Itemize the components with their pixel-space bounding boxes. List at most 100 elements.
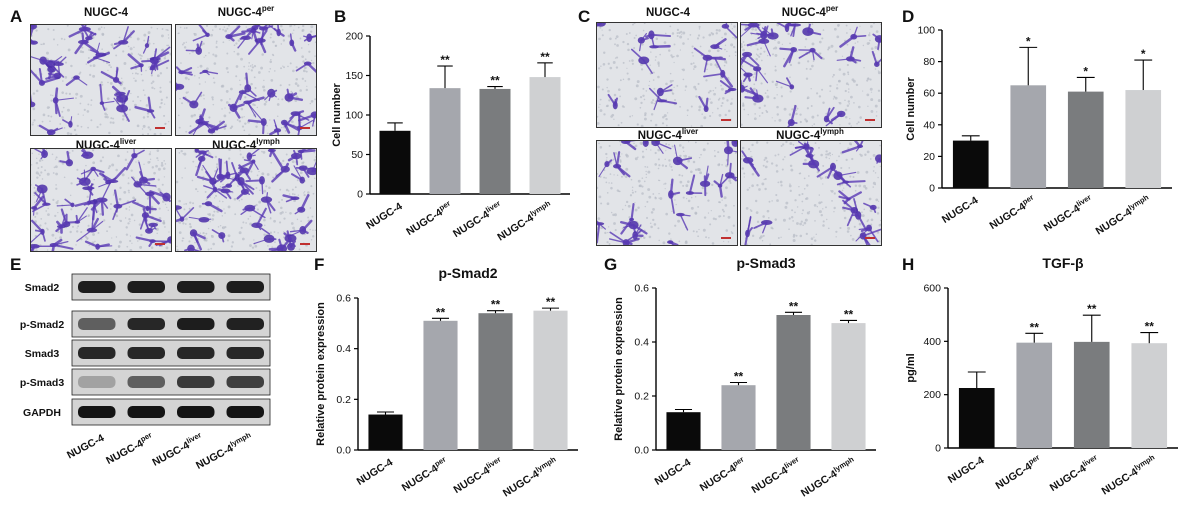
x-tick-label: NUGC-4	[364, 200, 405, 232]
x-tick-label: NUGC-4liver	[1041, 193, 1096, 234]
x-tick-label: NUGC-4per	[992, 453, 1044, 492]
y-tick-label: 400	[923, 336, 941, 348]
bar	[529, 77, 561, 194]
x-tick-label: NUGC-4	[653, 456, 694, 488]
x-tick-label: NUGC-4	[940, 194, 981, 226]
blot-band	[177, 281, 215, 293]
bar	[666, 412, 701, 450]
bar	[1131, 343, 1168, 448]
bar	[721, 385, 756, 450]
blot-band	[127, 281, 165, 293]
blot-band	[78, 347, 116, 359]
bar	[423, 320, 458, 450]
micrograph-caption-c3: NUGC-4liver	[637, 127, 699, 142]
significance-marker: *	[1026, 34, 1031, 48]
x-tick-label: NUGC-4lymph	[798, 454, 859, 499]
micrograph-texture	[741, 23, 881, 127]
bar	[379, 130, 411, 194]
micrograph-caption-c4: NUGC-4lymph	[776, 127, 844, 142]
blot-lane-label: NUGC-4	[65, 432, 106, 462]
western-blot-panel: Smad2p-Smad2Smad3p-Smad3GAPDHNUGC-4NUGC-…	[20, 273, 271, 472]
y-tick-label: 100	[345, 110, 363, 122]
y-axis-label: Relative protein expression	[315, 302, 327, 446]
panel-letter-c: C	[578, 7, 591, 26]
panel-letter-g: G	[604, 255, 618, 274]
y-axis-label: pg/ml	[905, 353, 917, 382]
chart-g-p-smad3: p-Smad3 0.0 0.2 0.4 0.6 Relative protein expr…	[613, 258, 876, 500]
blot-band	[177, 347, 215, 359]
chart-title: p-Smad2	[438, 265, 497, 281]
significance-marker: **	[844, 307, 854, 321]
bar	[776, 315, 811, 450]
micrograph-a1	[30, 24, 172, 136]
significance-marker: **	[491, 298, 501, 312]
chart-title: TGF-β	[1042, 258, 1084, 271]
micrograph-texture	[31, 149, 171, 251]
blot-row-label: Smad2	[25, 282, 60, 294]
y-tick-label: 0.2	[634, 391, 649, 403]
y-tick-label: 200	[345, 31, 363, 43]
blot-lane-label: NUGC-4lymph	[193, 430, 255, 472]
y-axis-label: Relative protein expression	[613, 297, 625, 441]
bar	[1073, 341, 1110, 448]
blot-row-label: p-Smad3	[20, 377, 65, 389]
blot-band	[127, 318, 165, 330]
blot-band	[78, 376, 116, 388]
micrograph-caption-a2: NUGC-4per	[217, 4, 275, 19]
x-tick-label: NUGC-4lymph	[500, 454, 561, 499]
y-axis-label: Cell number	[331, 83, 343, 147]
panel-letter-a: A	[10, 7, 23, 26]
micrograph-texture	[176, 25, 316, 135]
blot-band	[78, 318, 116, 330]
bar	[1010, 85, 1047, 188]
panel-letter-h: H	[902, 255, 915, 274]
blot-band	[78, 281, 116, 293]
significance-marker: **	[734, 370, 744, 384]
micrograph-c3	[596, 140, 738, 246]
blot-band	[177, 318, 215, 330]
bar	[429, 88, 461, 194]
blot-row-label: p-Smad2	[20, 319, 65, 331]
chart-h-tgf-beta: TGF-β 0 200 400 600 pg/ml NUGC-4 ** NUGC-4per ** N…	[905, 258, 1178, 498]
y-tick-label: 80	[923, 56, 935, 68]
blot-band	[127, 376, 165, 388]
blot-band	[127, 406, 165, 418]
y-tick-label: 60	[923, 88, 935, 100]
x-tick-label: NUGC-4	[355, 456, 396, 488]
micrograph-texture	[597, 23, 737, 127]
x-tick-label: NUGC-4	[946, 454, 987, 486]
blot-band	[78, 406, 116, 418]
blot-band	[177, 406, 215, 418]
y-tick-label: 150	[345, 70, 363, 82]
y-tick-label: 0.6	[634, 283, 649, 295]
y-tick-label: 600	[923, 283, 941, 295]
panel-letter-f: F	[314, 255, 325, 274]
y-tick-label: 0	[935, 443, 941, 455]
x-tick-label: NUGC-4lymph	[1093, 192, 1154, 237]
significance-marker: **	[546, 295, 556, 309]
blot-band	[226, 347, 264, 359]
blot-band	[226, 318, 264, 330]
y-tick-label: 0.4	[336, 343, 351, 355]
micrograph-c1	[596, 22, 738, 128]
micrograph-caption-c2: NUGC-4per	[781, 4, 839, 19]
bar	[1016, 342, 1053, 448]
significance-marker: **	[540, 50, 550, 64]
blot-band	[226, 376, 264, 388]
x-tick-label: NUGC-4per	[697, 455, 749, 494]
significance-marker: **	[490, 74, 500, 88]
blot-band	[226, 281, 264, 293]
bar	[1067, 91, 1104, 188]
blot-band	[127, 347, 165, 359]
x-tick-label: NUGC-4lymph	[1099, 452, 1160, 497]
panel-letter-b: B	[334, 7, 347, 26]
panel-letter-e: E	[10, 255, 22, 274]
y-tick-label: 0.6	[336, 293, 351, 305]
significance-marker: *	[1083, 64, 1088, 78]
significance-marker: **	[1145, 320, 1155, 334]
y-tick-label: 50	[351, 149, 363, 161]
blot-row-label: Smad3	[25, 348, 60, 360]
micrograph-c4	[740, 140, 882, 246]
significance-marker: **	[440, 53, 450, 67]
y-tick-label: 40	[923, 119, 935, 131]
